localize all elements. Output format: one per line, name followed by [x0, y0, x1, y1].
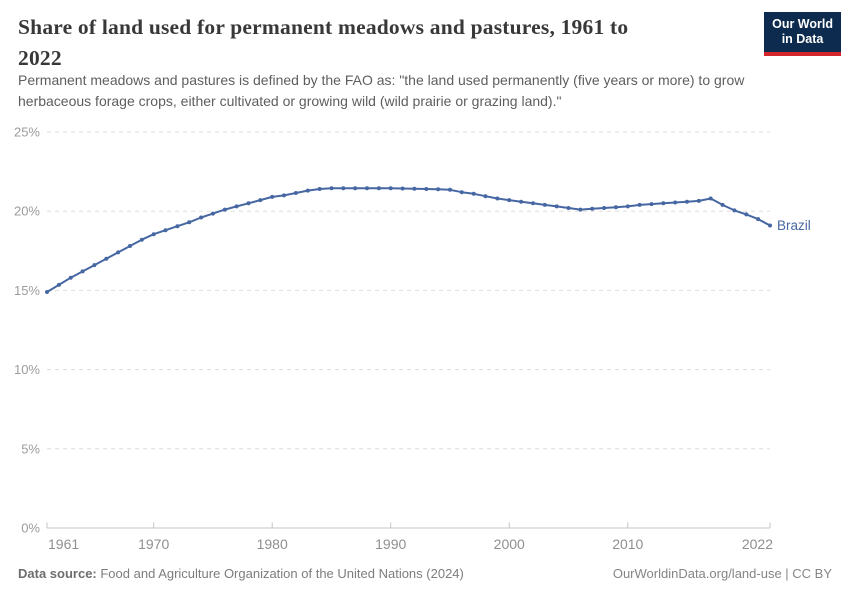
data-source: Data source: Food and Agriculture Organi…: [18, 566, 464, 581]
data-point[interactable]: [139, 237, 144, 242]
x-axis-tick-label: 1961: [48, 536, 79, 552]
footer-link[interactable]: OurWorldinData.org/land-use | CC BY: [612, 566, 832, 581]
data-point[interactable]: [768, 223, 772, 228]
data-point[interactable]: [661, 201, 666, 206]
data-point[interactable]: [424, 187, 429, 191]
y-axis-tick-label: 20%: [14, 204, 40, 219]
data-point[interactable]: [163, 228, 168, 233]
data-point[interactable]: [388, 186, 393, 191]
data-point[interactable]: [531, 201, 535, 206]
data-source-label: Data source:: [18, 566, 97, 581]
data-point[interactable]: [68, 275, 73, 280]
data-source-text: Food and Agriculture Organization of the…: [96, 566, 464, 581]
data-point[interactable]: [305, 188, 310, 193]
data-point[interactable]: [128, 244, 132, 248]
page-title-line-2: 2022: [18, 46, 62, 70]
x-axis-tick-label: 1970: [138, 536, 169, 552]
chart-subtitle-line-2: herbaceous forage crops, either cultivat…: [18, 92, 562, 109]
data-point[interactable]: [234, 204, 239, 209]
data-point[interactable]: [590, 206, 595, 211]
data-point[interactable]: [507, 198, 512, 203]
data-point[interactable]: [744, 212, 749, 217]
data-point[interactable]: [282, 193, 286, 198]
data-point[interactable]: [459, 190, 464, 195]
data-point[interactable]: [542, 202, 547, 207]
x-axis-tick-label: 2000: [494, 536, 525, 552]
data-point[interactable]: [483, 194, 488, 199]
data-point[interactable]: [566, 206, 571, 210]
data-point[interactable]: [673, 200, 678, 205]
data-point[interactable]: [341, 186, 346, 191]
owid-logo-line-2: in Data: [781, 32, 824, 46]
data-point[interactable]: [199, 215, 204, 220]
data-point[interactable]: [246, 201, 251, 206]
data-point[interactable]: [45, 290, 49, 294]
data-point[interactable]: [732, 208, 737, 213]
x-axis-tick-label: 2022: [742, 536, 773, 552]
data-point[interactable]: [602, 206, 607, 210]
data-point[interactable]: [578, 207, 583, 212]
data-point[interactable]: [720, 202, 725, 207]
y-axis-tick-label: 10%: [14, 362, 40, 377]
data-point[interactable]: [151, 232, 156, 237]
data-point[interactable]: [554, 204, 559, 209]
data-point[interactable]: [116, 250, 121, 255]
chart-subtitle-line-1: Permanent meadows and pastures is define…: [18, 72, 745, 88]
y-axis-tick-label: 25%: [14, 125, 40, 140]
data-point[interactable]: [649, 202, 654, 207]
data-point[interactable]: [175, 224, 180, 229]
data-point[interactable]: [210, 211, 215, 216]
x-axis-tick-label: 1980: [257, 536, 288, 552]
y-axis-tick-label: 0%: [21, 521, 40, 536]
data-point[interactable]: [293, 191, 298, 195]
chart-footer: Data source: Food and Agriculture Organi…: [18, 566, 832, 581]
data-point[interactable]: [80, 269, 85, 274]
owid-logo[interactable]: Our World in Data: [764, 12, 841, 56]
y-axis-tick-label: 15%: [14, 283, 40, 298]
series-end-label: Brazil: [777, 218, 811, 233]
data-point[interactable]: [637, 202, 642, 207]
data-point[interactable]: [625, 204, 630, 209]
data-point[interactable]: [353, 186, 358, 191]
data-point[interactable]: [613, 205, 618, 210]
owid-logo-line-1: Our World: [772, 17, 833, 31]
data-point[interactable]: [471, 191, 476, 196]
data-point[interactable]: [436, 187, 441, 192]
x-axis-tick-label: 2010: [612, 536, 643, 552]
page-title: Share of land used for permanent meadows…: [18, 12, 628, 74]
data-point[interactable]: [400, 186, 405, 191]
data-point[interactable]: [412, 186, 417, 191]
chart-subtitle: Permanent meadows and pastures is define…: [18, 70, 744, 111]
data-point[interactable]: [519, 199, 524, 204]
data-point[interactable]: [92, 263, 97, 268]
data-point[interactable]: [222, 207, 227, 212]
y-axis-tick-label: 5%: [21, 441, 40, 456]
data-point[interactable]: [376, 186, 381, 191]
data-point[interactable]: [329, 186, 334, 191]
data-point[interactable]: [495, 196, 500, 201]
data-point[interactable]: [756, 217, 761, 222]
data-point[interactable]: [696, 198, 701, 203]
page-title-line-1: Share of land used for permanent meadows…: [18, 15, 629, 39]
data-point[interactable]: [685, 199, 689, 204]
x-axis-tick-label: 1990: [375, 536, 406, 552]
data-point[interactable]: [448, 187, 452, 192]
data-point[interactable]: [708, 196, 713, 201]
data-point[interactable]: [187, 220, 192, 225]
data-point[interactable]: [270, 194, 275, 199]
data-point[interactable]: [258, 198, 263, 203]
data-point[interactable]: [365, 186, 369, 191]
data-point[interactable]: [104, 256, 109, 261]
data-point[interactable]: [317, 187, 322, 191]
data-point[interactable]: [56, 282, 61, 287]
